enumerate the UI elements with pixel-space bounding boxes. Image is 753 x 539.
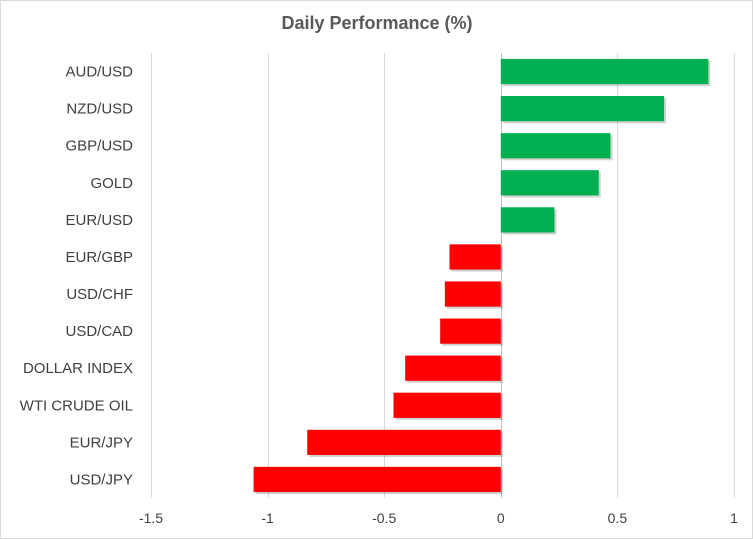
category-label: NZD/USD <box>66 101 133 118</box>
bar-gold <box>500 170 599 196</box>
category-label: AUD/USD <box>65 64 133 81</box>
category-label: EUR/USD <box>65 212 133 229</box>
x-tick-label: -0.5 <box>372 510 396 526</box>
category-label: DOLLAR INDEX <box>23 360 133 377</box>
category-label: GOLD <box>90 175 133 192</box>
category-label: EUR/JPY <box>70 434 133 451</box>
bar-usd-jpy <box>253 466 501 493</box>
x-axis-tick-labels: -1.5 -1 -0.5 0 0.5 1 <box>139 510 738 526</box>
gridlines <box>151 53 735 498</box>
category-label: EUR/GBP <box>65 249 133 266</box>
x-tick-label: 0 <box>497 510 505 526</box>
bar-eur-usd <box>500 207 555 233</box>
bar-dollar-index <box>405 355 501 381</box>
x-tick-label: -1 <box>261 510 274 526</box>
bar-usd-chf <box>444 281 501 307</box>
bar-nzd-usd <box>500 96 665 122</box>
bar-gbp-usd <box>500 133 611 159</box>
x-tick-label: 1 <box>730 510 738 526</box>
x-tick-label: 0.5 <box>608 510 628 526</box>
category-label: USD/JPY <box>70 471 133 488</box>
category-label: WTI CRUDE OIL <box>20 397 133 414</box>
bars <box>253 58 711 495</box>
bar-eur-gbp <box>449 244 501 270</box>
category-label: GBP/USD <box>65 138 133 155</box>
bar-wti-crude-oil <box>393 392 501 418</box>
category-label: USD/CHF <box>66 286 133 303</box>
bar-eur-jpy <box>307 429 501 455</box>
category-labels: AUD/USD NZD/USD GBP/USD GOLD EUR/USD EUR/GBP U… <box>20 64 134 489</box>
x-tick-label: -1.5 <box>139 510 163 526</box>
chart-title: Daily Performance (%) <box>281 13 472 33</box>
bar-usd-cad <box>440 318 501 344</box>
bar-aud-usd <box>500 58 709 85</box>
category-label: USD/CAD <box>65 323 133 340</box>
